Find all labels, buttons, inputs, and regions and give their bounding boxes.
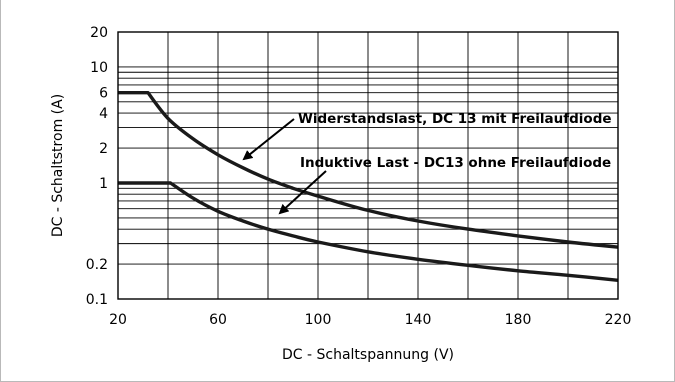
annotation-resistive-load: Widerstandslast, DC 13 mit Freilaufdiode [298, 111, 612, 127]
annotation-arrow-resistive [242, 118, 295, 161]
x-tick-label: 60 [209, 312, 227, 328]
annotation-arrows [242, 118, 327, 215]
y-tick-label: 0.2 [86, 257, 108, 273]
y-tick-label: 6 [99, 86, 108, 102]
y-tick-label: 1 [99, 176, 108, 192]
y-tick-label: 0.1 [86, 292, 108, 308]
x-axis-title: DC - Schaltspannung (V) [282, 347, 454, 363]
y-tick-label: 2 [99, 141, 108, 157]
y-tick-label: 20 [90, 25, 108, 41]
series-line-inductive-load [118, 181, 619, 282]
x-tick-label: 100 [305, 312, 332, 328]
annotation-arrow-inductive [278, 170, 327, 215]
y-axis-title: DC - Schaltstrom (A) [50, 94, 66, 237]
plot-border [117, 31, 619, 300]
x-tick-label: 180 [505, 312, 532, 328]
annotation-inductive-load: Induktive Last - DC13 ohne Freilaufdiode [300, 155, 611, 171]
y-tick-label: 4 [99, 106, 108, 122]
x-tick-label: 220 [605, 312, 632, 328]
tick-labels: 20 60 100 140 180 220 0.1 0.2 1 2 4 6 10 20 [86, 25, 632, 328]
x-tick-label: 140 [405, 312, 432, 328]
y-tick-label: 10 [90, 60, 108, 76]
x-tick-label: 20 [109, 312, 127, 328]
